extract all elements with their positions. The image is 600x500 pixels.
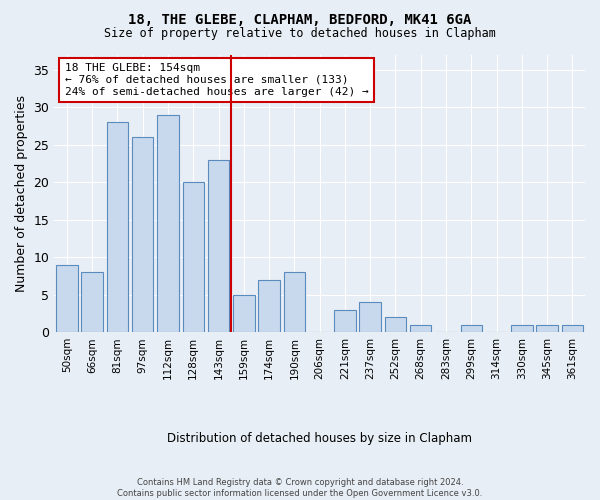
Text: Size of property relative to detached houses in Clapham: Size of property relative to detached ho… xyxy=(104,28,496,40)
Bar xyxy=(284,272,305,332)
X-axis label: Distribution of detached houses by size in Clapham: Distribution of detached houses by size … xyxy=(167,432,472,445)
Text: 18 THE GLEBE: 154sqm
← 76% of detached houses are smaller (133)
24% of semi-deta: 18 THE GLEBE: 154sqm ← 76% of detached h… xyxy=(65,64,368,96)
Bar xyxy=(107,122,128,332)
Bar xyxy=(82,272,103,332)
Bar xyxy=(461,324,482,332)
Bar xyxy=(511,324,533,332)
Bar xyxy=(259,280,280,332)
Bar xyxy=(208,160,229,332)
Bar xyxy=(385,318,406,332)
Bar xyxy=(410,324,431,332)
Bar xyxy=(233,295,254,332)
Bar xyxy=(182,182,204,332)
Bar xyxy=(132,138,154,332)
Bar xyxy=(56,265,77,332)
Bar xyxy=(157,115,179,332)
Bar xyxy=(536,324,558,332)
Text: Contains HM Land Registry data © Crown copyright and database right 2024.
Contai: Contains HM Land Registry data © Crown c… xyxy=(118,478,482,498)
Bar xyxy=(334,310,356,332)
Bar xyxy=(562,324,583,332)
Bar xyxy=(359,302,381,332)
Text: 18, THE GLEBE, CLAPHAM, BEDFORD, MK41 6GA: 18, THE GLEBE, CLAPHAM, BEDFORD, MK41 6G… xyxy=(128,12,472,26)
Y-axis label: Number of detached properties: Number of detached properties xyxy=(15,95,28,292)
